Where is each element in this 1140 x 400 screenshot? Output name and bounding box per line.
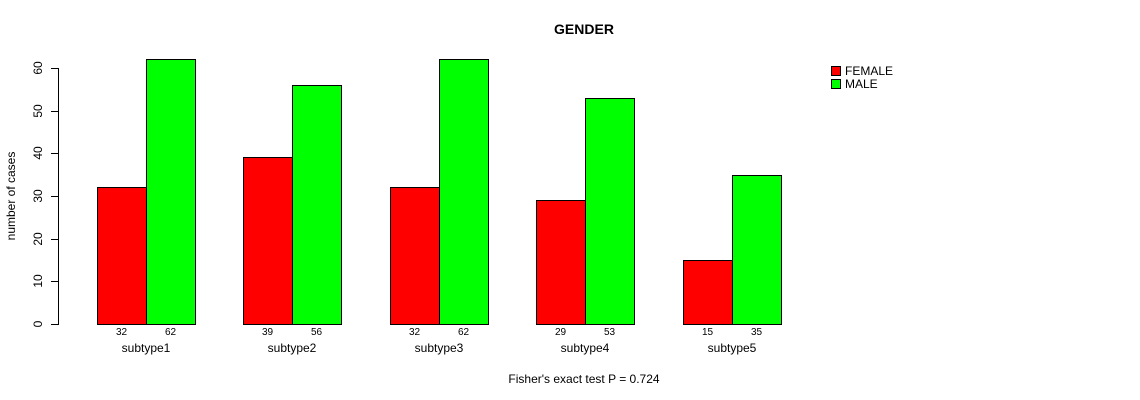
y-tick-label: 60 bbox=[31, 61, 45, 75]
y-tick-mark bbox=[51, 239, 58, 240]
legend-label-male: MALE bbox=[845, 76, 878, 91]
y-tick-label: 30 bbox=[31, 189, 45, 203]
y-tick-label: 0 bbox=[31, 320, 45, 328]
male-bar-subtype5 bbox=[732, 175, 782, 325]
y-axis-line bbox=[58, 68, 59, 325]
legend: FEMALE MALE bbox=[831, 63, 894, 91]
y-tick-mark bbox=[51, 281, 58, 282]
female-color-swatch bbox=[831, 65, 841, 76]
y-tick-label: 50 bbox=[31, 104, 45, 118]
bar-value-label: 35 bbox=[750, 327, 763, 338]
bar-value-label: 29 bbox=[554, 327, 567, 338]
y-tick-mark bbox=[51, 111, 58, 112]
x-category-label-subtype4: subtype4 bbox=[560, 341, 610, 355]
bar-value-label: 32 bbox=[115, 327, 128, 338]
y-tick-label: 40 bbox=[31, 146, 45, 160]
female-bar-subtype5 bbox=[683, 260, 733, 325]
legend-label-female: FEMALE bbox=[845, 63, 894, 78]
male-color-swatch bbox=[831, 78, 841, 89]
bar-value-label: 39 bbox=[261, 327, 274, 338]
bar-value-label: 15 bbox=[701, 327, 714, 338]
female-bar-subtype1 bbox=[97, 187, 147, 325]
chart-title: GENDER bbox=[554, 21, 614, 37]
y-tick-mark bbox=[51, 196, 58, 197]
female-bar-subtype4 bbox=[536, 200, 586, 325]
y-tick-label: 10 bbox=[31, 274, 45, 288]
x-category-label-subtype5: subtype5 bbox=[707, 341, 757, 355]
y-tick-mark bbox=[51, 153, 58, 154]
annotation-text: Fisher's exact test P = 0.724 bbox=[508, 372, 660, 386]
male-bar-subtype1 bbox=[146, 59, 196, 325]
bar-value-label: 62 bbox=[457, 327, 470, 338]
x-category-label-subtype3: subtype3 bbox=[414, 341, 464, 355]
x-category-label-subtype1: subtype1 bbox=[121, 341, 171, 355]
bar-value-label: 53 bbox=[603, 327, 616, 338]
male-bar-subtype4 bbox=[585, 98, 635, 325]
y-tick-label: 20 bbox=[31, 232, 45, 246]
bar-value-label: 56 bbox=[310, 327, 323, 338]
male-bar-subtype3 bbox=[439, 59, 489, 325]
bar-value-label: 32 bbox=[408, 327, 421, 338]
y-tick-mark bbox=[51, 324, 58, 325]
legend-item-female: FEMALE bbox=[831, 63, 894, 78]
y-tick-mark bbox=[51, 68, 58, 69]
female-bar-subtype3 bbox=[390, 187, 440, 325]
legend-item-male: MALE bbox=[831, 76, 893, 91]
bar-value-label: 62 bbox=[164, 327, 177, 338]
y-axis-label: number of cases bbox=[4, 151, 18, 241]
female-bar-subtype2 bbox=[243, 157, 293, 325]
x-category-label-subtype2: subtype2 bbox=[267, 341, 317, 355]
male-bar-subtype2 bbox=[292, 85, 342, 325]
